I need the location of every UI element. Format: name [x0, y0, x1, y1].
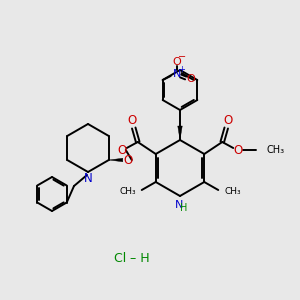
Text: Cl: Cl: [114, 251, 130, 265]
Text: O: O: [127, 115, 136, 128]
Text: CH₃: CH₃: [224, 188, 241, 196]
Text: CH₃: CH₃: [119, 188, 136, 196]
Text: N: N: [175, 200, 183, 210]
Text: – H: – H: [130, 251, 150, 265]
Text: O: O: [224, 115, 233, 128]
Text: CH₃: CH₃: [266, 145, 284, 155]
Text: +: +: [178, 65, 185, 74]
Text: O: O: [234, 143, 243, 157]
Text: N: N: [172, 69, 181, 79]
Text: O: O: [123, 154, 132, 166]
Text: −: −: [178, 52, 186, 62]
Text: O: O: [117, 143, 126, 157]
Polygon shape: [178, 126, 182, 140]
Text: H: H: [180, 203, 188, 213]
Text: O: O: [172, 57, 181, 67]
Text: O: O: [186, 74, 195, 84]
Polygon shape: [109, 158, 123, 162]
Text: N: N: [84, 172, 92, 185]
